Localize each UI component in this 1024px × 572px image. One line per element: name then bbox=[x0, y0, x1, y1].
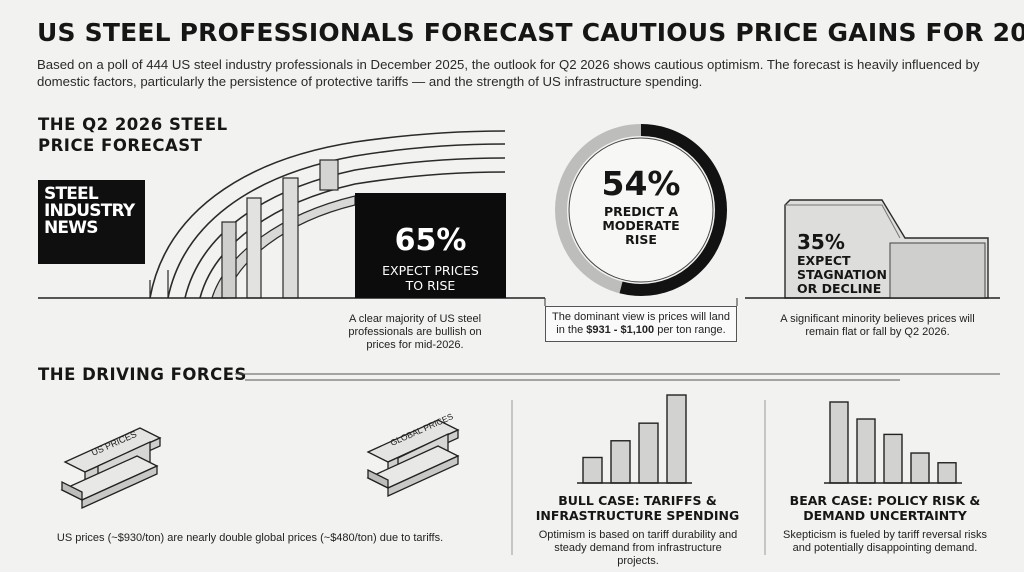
tariff-caption: US prices (~$930/ton) are nearly double … bbox=[56, 532, 444, 544]
stat-35-caption: A significant minority believes prices w… bbox=[780, 313, 975, 338]
bear-case-caption: Skepticism is fueled by tariff reversal … bbox=[783, 529, 987, 554]
intro-paragraph: Based on a poll of 444 US steel industry… bbox=[37, 57, 980, 89]
stat-65-label: EXPECT PRICES TO RISE bbox=[382, 263, 479, 293]
stat-65-caption: A clear majority of US steel professiona… bbox=[348, 313, 482, 351]
bear-bar-3 bbox=[883, 433, 903, 484]
majority-panel bbox=[355, 193, 506, 298]
stat-54-value: 54% bbox=[601, 164, 681, 203]
steel-industry-news-logo: STEEL INDUSTRY NEWS bbox=[38, 180, 145, 264]
stat-35-value: 35% bbox=[797, 230, 845, 254]
bull-case-title: BULL CASE: TARIFFS & INFRASTRUCTURE SPEN… bbox=[535, 493, 740, 523]
stat-65-value: 65% bbox=[394, 223, 467, 258]
bear-bar-5 bbox=[937, 462, 957, 484]
moderate-rise-ring bbox=[555, 124, 727, 296]
bear-bar-4 bbox=[910, 452, 930, 484]
stat-54-label: PREDICT A MODERATE RISE bbox=[602, 204, 680, 247]
bear-bar-2 bbox=[856, 418, 876, 484]
driving-forces-heading: THE DRIVING FORCES bbox=[38, 365, 247, 384]
bear-case-title: BEAR CASE: POLICY RISK & DEMAND UNCERTAI… bbox=[789, 493, 981, 523]
page-title: US STEEL PROFESSIONALS FORECAST CAUTIOUS… bbox=[37, 18, 1024, 47]
bull-case-caption: Optimism is based on tariff durability a… bbox=[538, 529, 738, 567]
stat-35-label: EXPECT STAGNATION OR DECLINE bbox=[797, 253, 887, 296]
price-range: $931 - $1,100 bbox=[586, 324, 655, 336]
stat-54-caption-box: The dominant view is prices will land in… bbox=[545, 306, 737, 342]
forecast-heading: THE Q2 2026 STEEL PRICE FORECAST bbox=[38, 115, 228, 155]
bear-bar-1 bbox=[829, 401, 849, 484]
stat-54-caption: The dominant view is prices will land in… bbox=[552, 311, 730, 336]
